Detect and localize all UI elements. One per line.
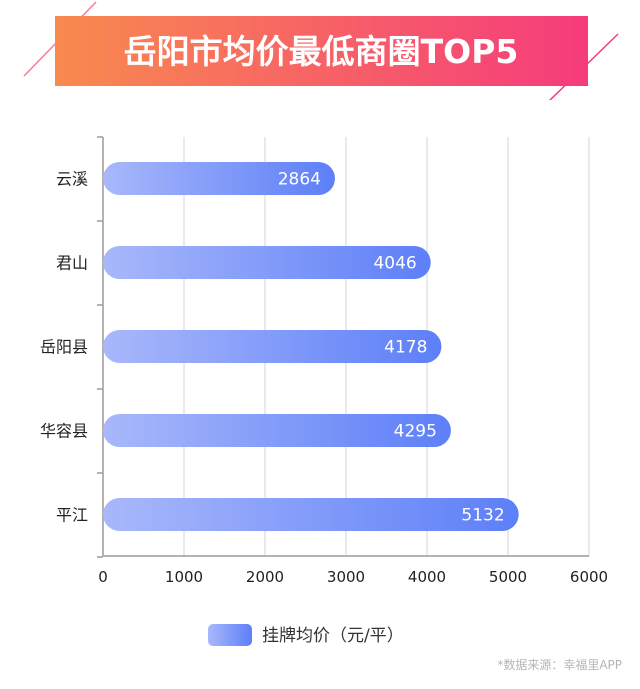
bar-value-label-0: 2864 — [278, 170, 321, 190]
chart-title: 岳阳市均价最低商圈TOP5 — [124, 32, 519, 71]
bar-value-label-4: 5132 — [461, 506, 504, 526]
bar-0 — [103, 162, 335, 195]
category-label-0: 云溪 — [56, 170, 88, 189]
x-tick-labels: 0 1000 2000 3000 4000 5000 6000 — [98, 568, 608, 586]
bar-value-label-1: 4046 — [373, 254, 416, 274]
bar-3 — [103, 414, 451, 447]
legend-label: 挂牌均价（元/平） — [262, 626, 404, 646]
source-note: *数据来源：幸福里APP — [497, 658, 622, 672]
bar-1 — [103, 246, 431, 279]
x-tick-label-6000: 6000 — [570, 568, 608, 586]
bar-2 — [103, 330, 442, 363]
banner-shape — [55, 16, 588, 86]
category-label-3: 华容县 — [40, 422, 88, 441]
bars: 2864 4046 4178 4295 5132 — [103, 162, 519, 531]
bar-4 — [103, 498, 519, 531]
x-tick-label-3000: 3000 — [327, 568, 365, 586]
x-tick-label-5000: 5000 — [489, 568, 527, 586]
title-banner: 岳阳市均价最低商圈TOP5 — [23, 1, 619, 100]
category-label-2: 岳阳县 — [40, 338, 88, 357]
category-label-1: 君山 — [56, 254, 88, 273]
category-label-4: 平江 — [56, 506, 88, 525]
x-tick-label-0: 0 — [98, 568, 108, 586]
bar-value-label-2: 4178 — [384, 338, 427, 358]
legend-swatch — [208, 624, 252, 646]
x-tick-label-4000: 4000 — [408, 568, 446, 586]
x-tick-label-2000: 2000 — [246, 568, 284, 586]
bar-value-label-3: 4295 — [394, 422, 437, 442]
x-tick-label-1000: 1000 — [165, 568, 203, 586]
legend: 挂牌均价（元/平） — [208, 624, 404, 646]
